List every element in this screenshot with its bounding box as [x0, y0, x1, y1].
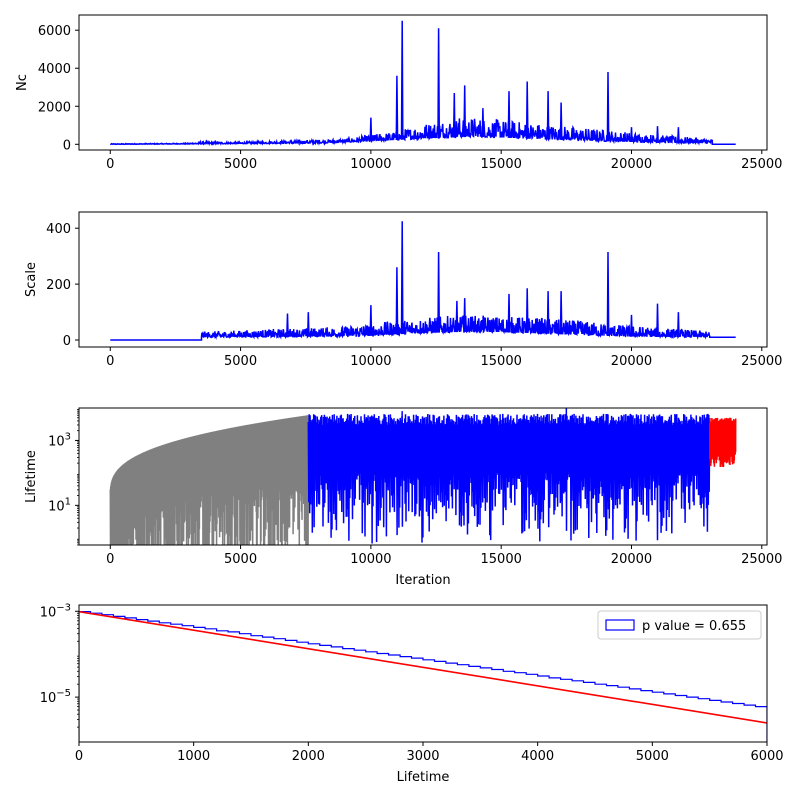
nc-xtick-label: 5000	[224, 157, 257, 172]
nc-spike-9	[546, 91, 550, 140]
nc-ytick-label: 4000	[38, 62, 71, 77]
lifetime-ytick-label: 101	[48, 496, 71, 514]
scale-ytick-label: 200	[46, 278, 71, 293]
nc-spike-0	[369, 117, 373, 142]
legend: p value = 0.655	[597, 610, 762, 640]
scale-spike-4	[400, 221, 404, 335]
legend-box	[597, 610, 762, 640]
scale-xtick-label: 5000	[224, 354, 257, 369]
nc-spike-6	[481, 108, 485, 138]
scale-series-line	[110, 315, 736, 341]
scale-spike-11	[559, 291, 563, 335]
scale-spike-13	[630, 314, 633, 337]
scale-axes-frame	[78, 211, 768, 348]
nc-spike-3	[437, 28, 441, 139]
scale-spike-5	[437, 251, 441, 333]
nc-xtick-label: 10000	[350, 157, 391, 172]
scale-spike-10	[546, 291, 550, 334]
nc-spike-11	[606, 71, 610, 142]
panel-nc: 0 5000 10000 15000 20000 25000 0 2000 4000 6000 Nc	[15, 14, 782, 172]
histogram-ytick-label: 10−5	[40, 688, 71, 706]
scale-plot-area	[110, 221, 736, 341]
scale-ytick-label: 400	[46, 222, 71, 237]
scale-xtick-label: 20000	[611, 354, 652, 369]
lifetime-ylabel: Lifetime	[24, 450, 39, 503]
nc-spike-7	[507, 91, 511, 138]
legend-label: p value = 0.655	[642, 619, 746, 634]
nc-spike-4	[452, 92, 456, 138]
nc-axes-frame	[78, 14, 768, 151]
histogram-xlabel: Lifetime	[397, 770, 450, 785]
lifetime-xtick-label: 10000	[350, 552, 391, 567]
lifetime-series-1	[307, 413, 711, 544]
nc-ytick-label: 2000	[38, 100, 71, 115]
scale-spike-6	[455, 300, 459, 333]
nc-spike-2	[400, 20, 404, 140]
lifetime-axes-frame	[78, 407, 768, 546]
nc-spike-12	[630, 127, 633, 143]
scale-spike-0	[286, 313, 289, 337]
panel-scale: 0 5000 10000 15000 20000 25000 0 200 400 Scale	[24, 211, 782, 369]
scale-xtick-label: 15000	[481, 354, 522, 369]
scale-xtick-label: 0	[106, 354, 114, 369]
histogram-xtick-label: 3000	[406, 749, 439, 764]
histogram-xtick-label: 5000	[636, 749, 669, 764]
nc-ytick-label: 6000	[38, 24, 71, 39]
nc-spike-1	[395, 75, 399, 141]
scale-spike-9	[525, 288, 529, 334]
nc-series-line	[109, 116, 736, 147]
scale-xtick-label: 25000	[741, 354, 782, 369]
lifetime-series-0	[109, 415, 310, 545]
lifetime-plot-area	[109, 408, 737, 545]
panel-lifetime: 0 5000 10000 15000 20000 25000 101 103 Lifetime I…	[24, 407, 782, 588]
nc-ylabel: Nc	[15, 74, 30, 91]
histogram-xtick-label: 0	[75, 749, 83, 764]
lifetime-xtick-label: 20000	[611, 552, 652, 567]
lifetime-xtick-label: 0	[106, 552, 114, 567]
nc-spike-10	[559, 102, 563, 140]
lifetime-ytick-label: 103	[48, 431, 71, 449]
nc-xtick-label: 25000	[741, 157, 782, 172]
lifetime-xtick-label: 15000	[481, 552, 522, 567]
nc-plot-area	[109, 20, 736, 147]
legend-swatch	[605, 619, 635, 631]
lifetime-xtick-label: 25000	[741, 552, 782, 567]
nc-xtick-label: 15000	[481, 157, 522, 172]
nc-spike-8	[525, 81, 529, 139]
nc-xtick-label: 0	[106, 157, 114, 172]
scale-spike-3	[395, 267, 399, 335]
histogram-plot-area	[79, 610, 767, 742]
scale-ytick-label: 0	[63, 334, 71, 349]
nc-ytick-label: 0	[63, 138, 71, 153]
nc-xtick-label: 20000	[611, 157, 652, 172]
histogram-xtick-label: 4000	[521, 749, 554, 764]
histogram-xtick-label: 1000	[177, 749, 210, 764]
lifetime-series-2	[708, 417, 737, 468]
scale-spike-8	[507, 293, 511, 333]
fit-line	[79, 610, 767, 724]
scale-ylabel: Scale	[24, 262, 39, 297]
scale-spike-1	[306, 312, 310, 337]
scale-spike-12	[606, 251, 610, 336]
lifetime-xlabel: Iteration	[395, 573, 450, 588]
panel-histogram: p value = 0.655 0 1000 2000 3000 4000 5000 6000…	[40, 602, 784, 785]
nc-spike-14	[676, 127, 680, 143]
histogram-bars	[79, 611, 767, 742]
histogram-xtick-label: 2000	[292, 749, 325, 764]
lifetime-xtick-label: 5000	[224, 552, 257, 567]
histogram-ytick-label: 10−3	[40, 602, 71, 620]
nc-spike-13	[656, 126, 659, 143]
scale-spike-2	[369, 305, 373, 336]
scale-spike-15	[676, 312, 680, 338]
scale-spike-7	[463, 298, 467, 332]
nc-spike-5	[463, 85, 467, 138]
scale-xtick-label: 10000	[350, 354, 391, 369]
histogram-xtick-label: 6000	[750, 749, 783, 764]
scale-spike-14	[656, 303, 659, 337]
